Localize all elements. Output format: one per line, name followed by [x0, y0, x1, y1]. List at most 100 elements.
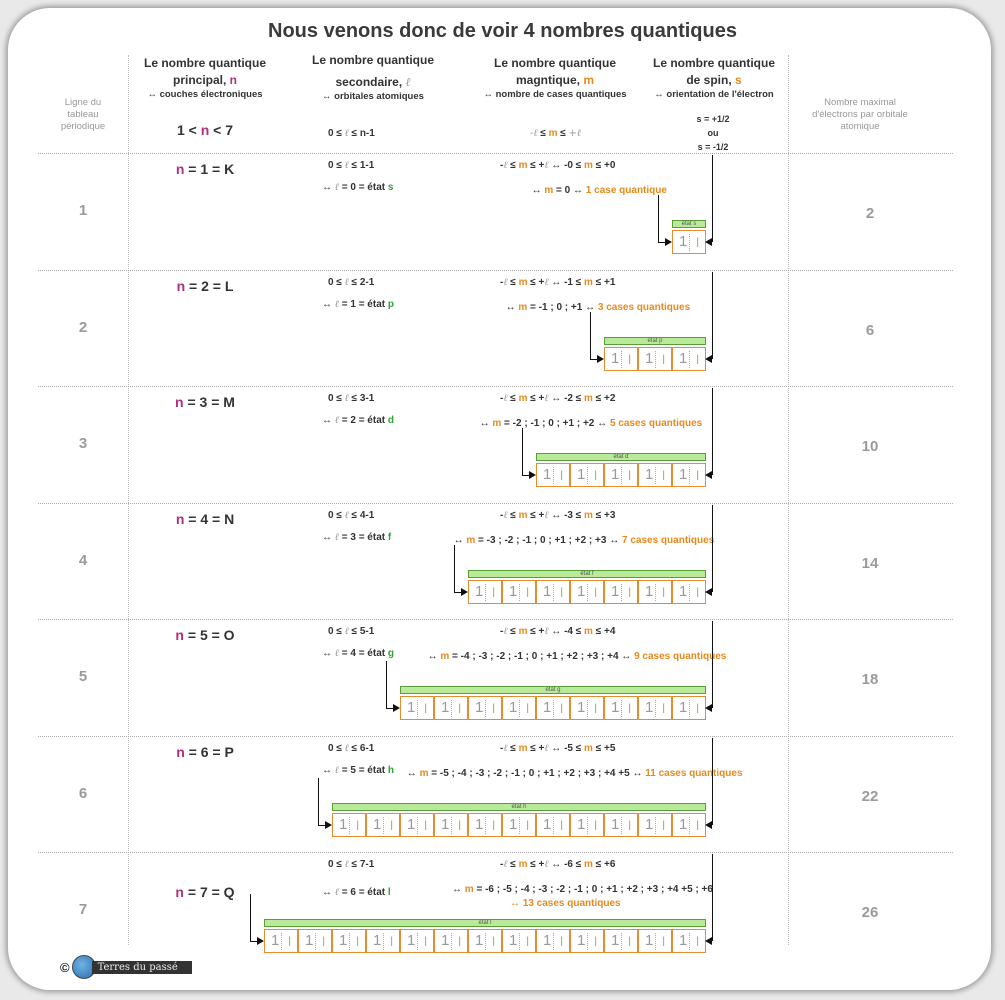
spin-down-arrow-icon: l [424, 934, 427, 949]
left-header: Ligne du tableau périodique [60, 97, 106, 132]
spin-down-arrow-icon: l [322, 934, 325, 949]
row-1-connector [658, 195, 667, 243]
box-divider [655, 583, 656, 601]
spin-down-arrow-icon: l [594, 817, 597, 833]
box-divider [451, 933, 452, 950]
spin-up-arrow-icon: 1 [577, 815, 586, 833]
row-5-number: 5 [78, 668, 88, 685]
row-1-feed-line [712, 155, 713, 242]
row-2-connector [590, 311, 599, 360]
spin-up-arrow-icon: 1 [509, 815, 518, 833]
spin-up-arrow-icon: 1 [645, 466, 654, 483]
copyright-symbol: © [60, 959, 70, 975]
box-divider [621, 467, 622, 484]
row-2-state-bar: état p [604, 336, 706, 345]
box-divider [689, 816, 690, 834]
header-magnetique-line1: Le nombre quantique [493, 56, 616, 70]
spin-up-arrow-icon: 1 [577, 466, 586, 483]
spin-down-arrow-icon: l [628, 701, 631, 716]
spin-or: ou [707, 128, 719, 138]
spin-down-arrow-icon: l [560, 468, 563, 483]
row-2-l-state: ↔ ℓ = 1 = état p [322, 298, 394, 310]
header-spin-sub: ↔ orientation de l'électron [654, 89, 774, 100]
spin-up-arrow-icon: 1 [339, 932, 348, 949]
row-3-max-electrons: 10 [861, 438, 879, 455]
row-4-connector-arrow-icon [461, 587, 468, 596]
spin-down-arrow-icon: l [662, 584, 665, 600]
box-divider [689, 700, 690, 717]
row-3-l-state: ↔ ℓ = 2 = état d [322, 415, 394, 426]
spin-down-arrow-icon: l [526, 817, 529, 833]
spin-up-arrow-icon: 1 [509, 932, 518, 949]
box-divider [349, 816, 350, 834]
box-divider [655, 350, 656, 368]
row-1-principal: n = 1 = K [175, 161, 235, 177]
row-3-m-values: ↔ m = -2 ; -1 ; 0 ; +1 ; +2 ↔ 5 cases qu… [479, 418, 703, 429]
row-5-l-range: 0 ≤ ℓ ≤ 5-1 [328, 626, 375, 637]
spin-down-arrow-icon: l [356, 817, 359, 833]
box-divider [553, 700, 554, 717]
spin-up-arrow-icon: 1 [645, 932, 654, 949]
row-5-max-electrons: 18 [861, 671, 879, 688]
row-separator-header [38, 153, 953, 154]
row-4-connector [454, 544, 463, 593]
right-header: Nombre maximal d'électrons par orbitale … [812, 97, 908, 132]
box-divider [553, 583, 554, 601]
row-7-l-range: 0 ≤ ℓ ≤ 7-1 [328, 859, 375, 870]
spin-down-arrow-icon: l [628, 468, 631, 483]
spin-down-arrow-icon: l [424, 701, 427, 716]
box-divider [485, 700, 486, 717]
row-2-number: 2 [78, 318, 88, 336]
spin-up-arrow-icon: 1 [679, 699, 688, 716]
row-3-principal: n = 3 = M [175, 394, 235, 410]
row-1-feed-arrow-icon [705, 238, 712, 246]
spin-down-arrow-icon: l [696, 934, 699, 949]
row-4-m-values: ↔ m = -3 ; -2 ; -1 ; 0 ; +1 ; +2 ; +3 ↔ … [453, 534, 715, 546]
spin-down-arrow-icon: l [560, 817, 563, 833]
row-6-connector [318, 777, 327, 826]
spin-down-arrow-icon: l [288, 934, 291, 949]
spin-down-arrow-icon: l [458, 701, 461, 716]
row-2-separator [38, 386, 953, 387]
row-7-feed-line [712, 854, 713, 941]
row-5-feed-line [712, 621, 713, 708]
row-7-max-electrons: 26 [861, 904, 879, 921]
spin-up-arrow-icon: 1 [407, 815, 416, 833]
row-5-separator [38, 735, 953, 737]
spin-up-arrow-icon: 1 [475, 582, 484, 600]
spin-down-arrow-icon: l [662, 468, 665, 483]
box-divider [689, 583, 690, 601]
spin-up-arrow-icon: 1 [441, 699, 450, 716]
box-divider [689, 467, 690, 484]
spin-down-arrow-icon: l [492, 584, 495, 600]
row-6-number: 6 [78, 784, 88, 802]
spin-down-arrow-icon: l [424, 817, 427, 833]
row-2-feed-line [712, 271, 713, 359]
column-divider-left [128, 55, 129, 945]
spin-up-arrow-icon: 1 [679, 582, 688, 600]
spin-up-arrow-icon: 1 [543, 466, 552, 483]
page-title: Nous venons donc de voir 4 nombres quant… [268, 20, 737, 42]
